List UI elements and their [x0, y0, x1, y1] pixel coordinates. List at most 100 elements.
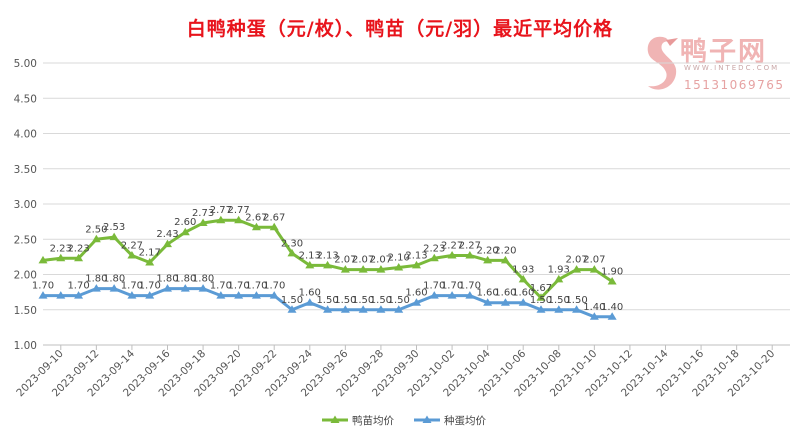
data-label: 1.80	[103, 274, 125, 285]
data-label: 1.70	[263, 281, 285, 292]
data-label: 2.07	[583, 255, 605, 266]
data-point	[198, 284, 208, 292]
data-point	[554, 305, 564, 313]
data-point	[251, 291, 261, 299]
data-label: 2.07	[370, 255, 392, 266]
data-label: 1.50	[352, 295, 374, 306]
data-point	[56, 253, 66, 262]
data-point	[500, 255, 510, 264]
data-point	[589, 312, 599, 320]
data-label: 1.70	[32, 281, 54, 292]
data-point	[465, 291, 475, 299]
data-label: 2.17	[139, 248, 161, 259]
data-point	[554, 274, 564, 283]
data-label: 2.27	[459, 240, 481, 251]
data-label: 1.70	[139, 281, 161, 292]
data-point	[429, 253, 439, 262]
data-label: 1.70	[121, 281, 143, 292]
y-tick-labels: 1.00 1.50 2.00 2.50 3.00 3.50 4.00 4.50 5.00	[14, 58, 37, 352]
data-label: 2.67	[245, 212, 267, 223]
data-point	[216, 215, 226, 224]
data-label: 1.60	[512, 288, 534, 299]
legend-marker	[330, 415, 340, 423]
y-tick-label: 4.50	[14, 93, 37, 105]
data-point	[109, 284, 119, 292]
data-point	[163, 239, 172, 248]
data-label: 2.07	[334, 255, 356, 266]
legend-label: 鸭苗均价	[352, 414, 394, 427]
data-point	[127, 250, 137, 259]
data-label: 1.70	[441, 281, 463, 292]
data-label: 2.23	[423, 243, 445, 254]
data-point	[465, 250, 475, 259]
data-point	[38, 291, 48, 299]
data-label: 1.93	[512, 264, 534, 275]
data-label: 2.67	[263, 212, 285, 223]
y-tick-label: 5.00	[14, 58, 37, 70]
data-point	[500, 298, 510, 306]
data-point	[180, 284, 190, 292]
data-point	[483, 255, 493, 264]
data-label: 1.60	[299, 288, 321, 299]
data-point	[251, 222, 261, 231]
chart-title: 白鸭种蛋（元/枚）、鸭苗（元/羽）最近平均价格	[186, 18, 614, 40]
data-point	[483, 298, 493, 306]
legend-label: 种蛋均价	[444, 414, 486, 427]
data-point	[180, 227, 190, 236]
data-label: 2.53	[103, 222, 125, 233]
y-tick-label: 2.00	[14, 270, 37, 282]
data-point	[91, 284, 101, 292]
data-point	[269, 291, 279, 299]
data-point	[163, 284, 172, 292]
data-point	[536, 293, 546, 301]
data-point	[376, 265, 386, 273]
data-point	[109, 232, 119, 241]
legend: 鸭苗均价 种蛋均价	[322, 414, 486, 427]
data-point	[536, 305, 546, 313]
data-point	[198, 218, 208, 227]
watermark-phone: 15131069765	[684, 78, 785, 92]
data-label: 2.27	[121, 240, 143, 251]
y-tick-label: 3.00	[14, 199, 37, 211]
legend-item: 种蛋均价	[414, 414, 486, 427]
data-point	[518, 298, 528, 306]
data-label: 1.50	[388, 295, 410, 306]
data-point	[323, 305, 333, 313]
data-point	[394, 262, 404, 271]
data-point	[287, 248, 297, 257]
data-label: 2.30	[281, 238, 303, 249]
data-point	[412, 260, 421, 269]
data-label: 1.40	[583, 302, 605, 313]
data-label: 2.77	[228, 205, 250, 216]
legend-item: 鸭苗均价	[322, 414, 394, 427]
data-point	[145, 258, 155, 266]
data-point	[216, 291, 226, 299]
data-label: 1.50	[334, 295, 356, 306]
data-label: 2.27	[441, 240, 463, 251]
data-label: 1.70	[67, 281, 89, 292]
data-label: 2.13	[299, 250, 321, 261]
data-label: 2.43	[156, 229, 178, 240]
data-point	[74, 291, 84, 299]
data-label: 2.13	[316, 250, 338, 261]
data-point	[376, 305, 386, 313]
data-point	[74, 253, 84, 262]
data-point	[607, 277, 617, 285]
data-point	[323, 260, 333, 269]
data-label: 2.20	[494, 245, 516, 256]
data-point	[412, 298, 421, 306]
data-label: 2.73	[192, 208, 214, 219]
data-label: 1.40	[601, 302, 623, 313]
data-label: 1.93	[548, 264, 570, 275]
data-label: 1.50	[530, 295, 552, 306]
legend-marker	[422, 415, 432, 423]
data-point	[127, 291, 137, 299]
y-tick-label: 1.00	[14, 340, 37, 352]
data-label: 2.10	[388, 252, 410, 263]
axes	[43, 344, 790, 350]
watermark-site: WWW.INTEDC.COM	[684, 64, 780, 72]
data-point	[394, 305, 404, 313]
data-point	[607, 312, 617, 320]
data-point	[287, 305, 297, 313]
data-label: 2.60	[174, 217, 196, 228]
